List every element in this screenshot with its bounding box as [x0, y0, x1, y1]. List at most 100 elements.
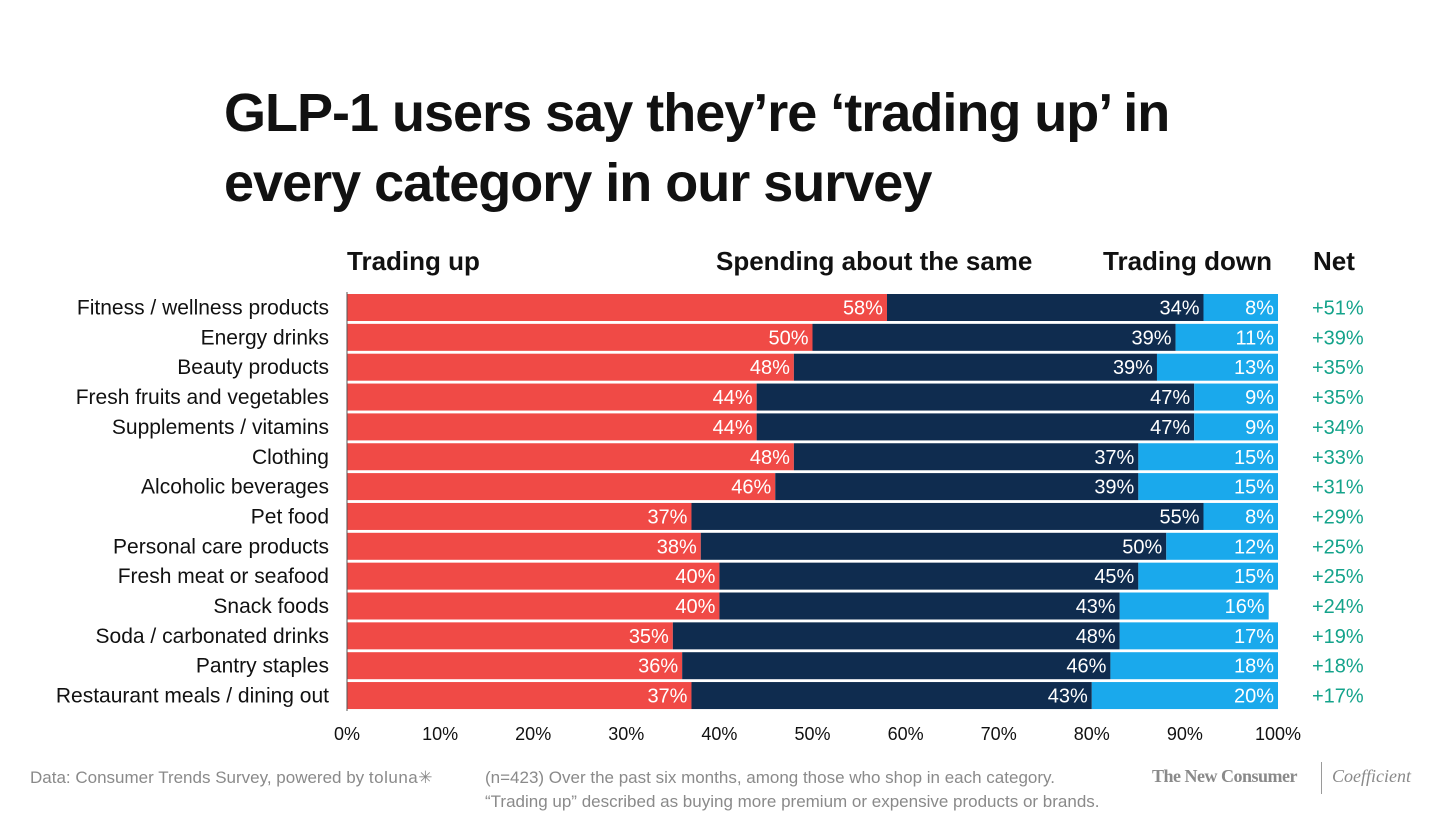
net-value: +31%	[1312, 477, 1364, 499]
data-label-trading-down: 9%	[1245, 417, 1274, 439]
net-value: +25%	[1312, 536, 1364, 558]
net-value: +34%	[1312, 417, 1364, 439]
methodology-note-line-2: “Trading up” described as buying more pr…	[485, 792, 1100, 811]
data-label-trading-up: 40%	[675, 566, 715, 588]
data-source-text: Data: Consumer Trends Survey, powered by	[30, 768, 369, 787]
methodology-note: (n=423) Over the past six months, among …	[485, 766, 1145, 814]
data-label-trading-up: 48%	[750, 357, 790, 379]
methodology-note-line-1: (n=423) Over the past six months, among …	[485, 768, 1055, 787]
x-tick-label: 70%	[981, 724, 1017, 744]
data-label-same: 43%	[1048, 686, 1088, 708]
bar-trading-up	[347, 682, 692, 710]
data-label-trading-up: 38%	[657, 536, 697, 558]
data-label-trading-down: 13%	[1234, 357, 1274, 379]
x-tick-label: 30%	[608, 724, 644, 744]
data-label-trading-down: 8%	[1245, 298, 1274, 320]
data-source-note: Data: Consumer Trends Survey, powered by…	[30, 766, 433, 790]
category-label: Pet food	[251, 505, 329, 528]
bar-trading-down	[1091, 682, 1278, 710]
net-value: +29%	[1312, 506, 1364, 528]
x-tick-label: 0%	[334, 724, 360, 744]
bar-trading-up	[347, 323, 813, 351]
x-tick-label: 90%	[1167, 724, 1203, 744]
column-header-net: Net	[1313, 246, 1355, 276]
column-header-trading-down: Trading down	[1103, 246, 1272, 276]
data-label-same: 39%	[1094, 477, 1134, 499]
bar-trading-up	[347, 294, 887, 321]
data-label-trading-down: 9%	[1245, 387, 1274, 409]
bar-trading-down	[1110, 652, 1278, 680]
bar-trading-up	[347, 562, 720, 590]
chart-title: GLP-1 users say they’re ‘trading up’ in …	[224, 78, 1274, 218]
category-label: Fresh fruits and vegetables	[76, 386, 329, 409]
data-label-same: 39%	[1113, 357, 1153, 379]
bar-trading-down	[1194, 383, 1278, 411]
bar-trading-down	[1194, 413, 1278, 441]
net-value: +19%	[1312, 626, 1364, 648]
bar-same	[672, 622, 1120, 650]
category-label: Pantry staples	[196, 655, 329, 678]
net-value: +24%	[1312, 596, 1364, 618]
data-label-trading-down: 15%	[1234, 566, 1274, 588]
net-value: +18%	[1312, 656, 1364, 678]
bar-same	[775, 473, 1139, 501]
data-label-trading-up: 36%	[638, 656, 678, 678]
data-label-trading-up: 37%	[647, 686, 687, 708]
net-value: +51%	[1312, 298, 1364, 320]
bar-trading-down	[1138, 443, 1278, 471]
bar-trading-up	[347, 532, 701, 560]
bar-trading-down	[1166, 532, 1278, 560]
x-tick-label: 40%	[701, 724, 737, 744]
data-label-trading-down: 16%	[1225, 596, 1265, 618]
column-header-spending-same: Spending about the same	[716, 246, 1033, 276]
data-label-same: 37%	[1094, 447, 1134, 469]
category-label: Fitness / wellness products	[77, 297, 329, 320]
category-label: Clothing	[252, 446, 329, 469]
bar-trading-up	[347, 383, 757, 411]
bar-same	[793, 353, 1157, 381]
bar-trading-down	[1203, 294, 1278, 321]
category-label: Snack foods	[213, 595, 329, 618]
net-value: +33%	[1312, 447, 1364, 469]
bar-trading-up	[347, 592, 720, 620]
data-label-trading-down: 15%	[1234, 447, 1274, 469]
category-label: Fresh meat or seafood	[118, 565, 329, 588]
bar-same	[756, 383, 1195, 411]
bar-trading-up	[347, 353, 794, 381]
bar-same	[682, 652, 1111, 680]
bar-trading-up	[347, 502, 692, 530]
data-label-trading-up: 48%	[750, 447, 790, 469]
data-label-trading-down: 11%	[1235, 327, 1274, 349]
bar-trading-up	[347, 443, 794, 471]
data-label-same: 39%	[1132, 327, 1172, 349]
data-label-trading-down: 18%	[1234, 656, 1274, 678]
data-label-trading-down: 8%	[1245, 506, 1274, 528]
column-header-trading-up: Trading up	[347, 246, 480, 276]
data-label-same: 43%	[1076, 596, 1116, 618]
x-tick-label: 60%	[888, 724, 924, 744]
category-label: Personal care products	[113, 535, 329, 558]
data-label-same: 34%	[1159, 298, 1199, 320]
net-value: +35%	[1312, 357, 1364, 379]
bar-same	[719, 562, 1139, 590]
data-label-trading-up: 46%	[731, 477, 771, 499]
bar-same	[691, 682, 1092, 710]
category-label: Beauty products	[177, 356, 329, 379]
data-label-same: 47%	[1150, 417, 1190, 439]
bar-trading-up	[347, 622, 673, 650]
data-label-trading-up: 35%	[629, 626, 669, 648]
category-label: Soda / carbonated drinks	[96, 625, 329, 648]
bar-trading-down	[1138, 562, 1278, 590]
bar-trading-down	[1175, 323, 1278, 351]
chart-title-line-1: GLP-1 users say they’re ‘trading up’ in	[224, 83, 1170, 143]
brand-divider	[1321, 762, 1322, 794]
the-new-consumer-logo: The New Consumer	[1152, 766, 1298, 786]
net-value: +39%	[1312, 327, 1364, 349]
chart-title-line-2: every category in our survey	[224, 153, 932, 213]
bar-trading-down	[1119, 592, 1269, 620]
bar-trading-up	[347, 473, 776, 501]
bar-same	[700, 532, 1167, 560]
category-label: Supplements / vitamins	[112, 416, 329, 439]
bar-same	[793, 443, 1139, 471]
x-tick-label: 10%	[422, 724, 458, 744]
